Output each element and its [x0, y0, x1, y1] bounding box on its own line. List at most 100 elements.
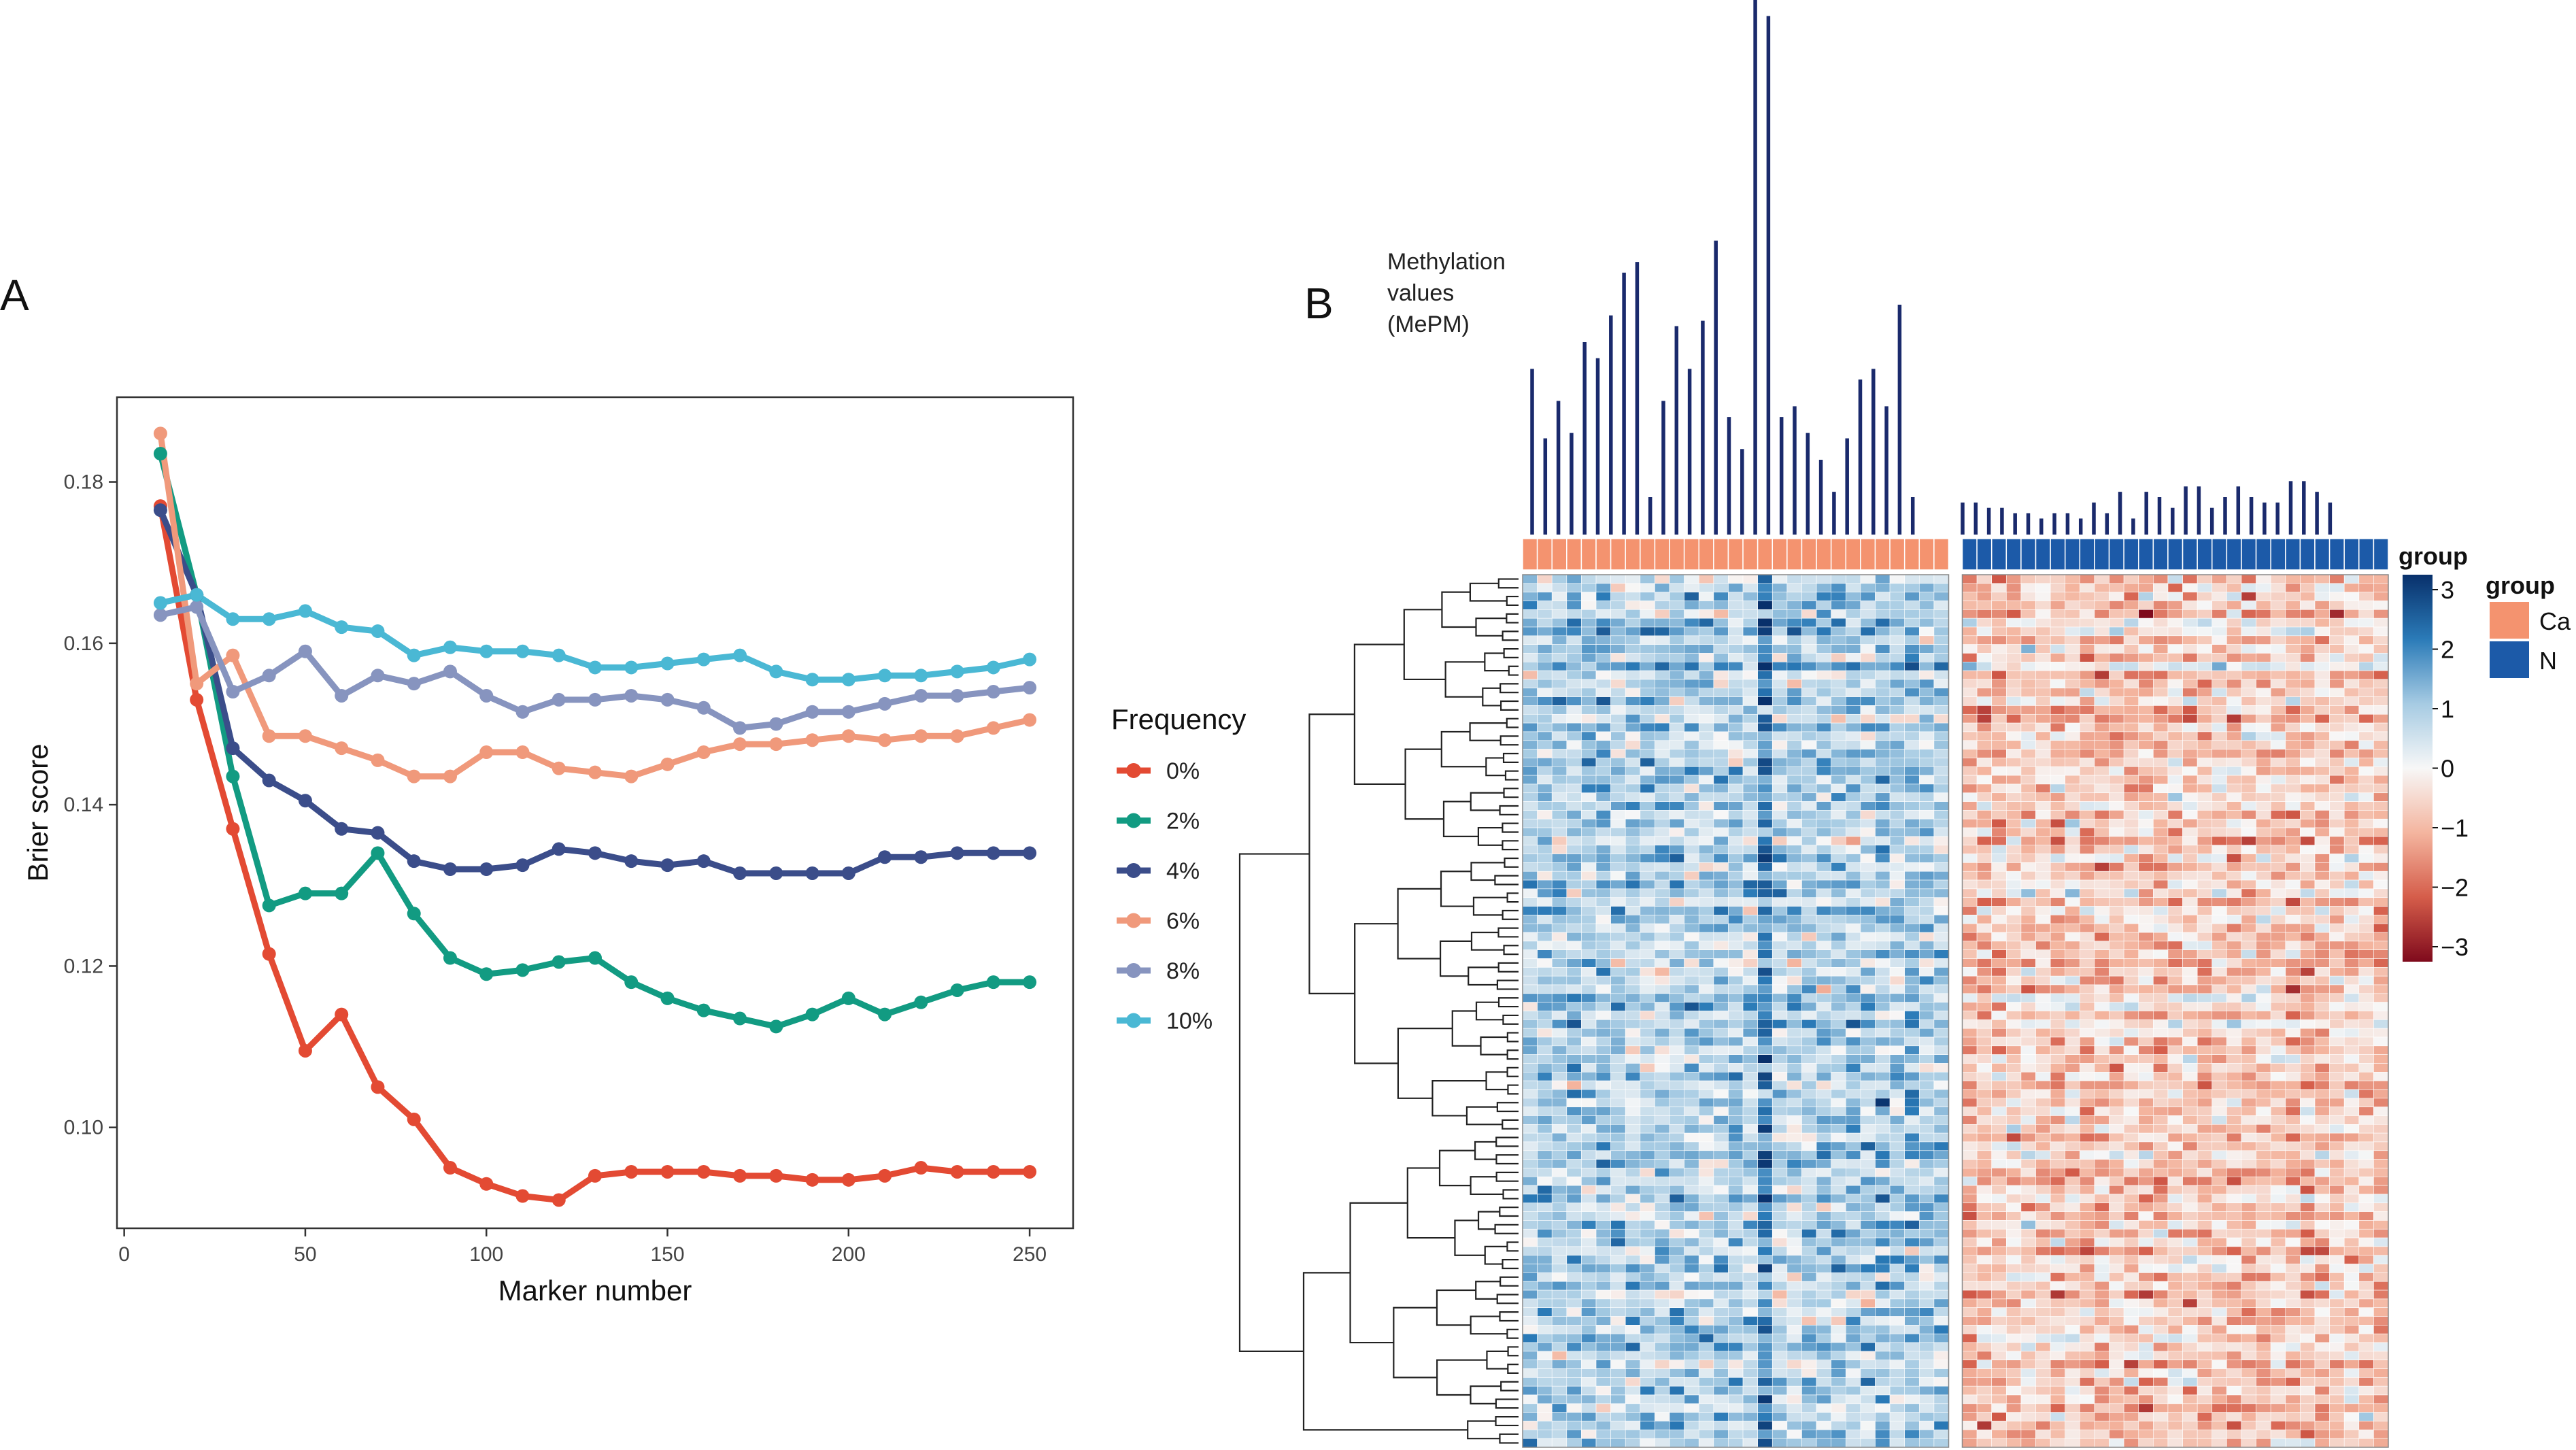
heatmap-cell — [2226, 1159, 2242, 1168]
heatmap-cell — [2256, 975, 2271, 985]
heatmap-cell — [2197, 1246, 2213, 1256]
heatmap-cell — [1991, 1080, 2007, 1090]
heatmap-cell — [2080, 1036, 2095, 1047]
heatmap-cell — [1698, 783, 1714, 794]
heatmap-cell — [2123, 1036, 2139, 1047]
heatmap-cell — [1831, 827, 1846, 837]
heatmap-cell — [1728, 1159, 1744, 1168]
heatmap-cell — [2182, 915, 2198, 924]
heatmap-cell — [1655, 1176, 1670, 1186]
dendrogram-branch — [1436, 1359, 1487, 1396]
heatmap-cell — [1831, 845, 1846, 854]
heatmap-cell — [2035, 670, 2051, 680]
heatmap-cell — [1889, 993, 1905, 1002]
heatmap-cell — [1551, 1211, 1567, 1221]
heatmap-cell — [2241, 827, 2256, 837]
heatmap-cell — [2256, 1072, 2271, 1081]
heatmap-cell — [2329, 1132, 2345, 1143]
heatmap-cell — [2167, 941, 2183, 950]
heatmap-cell — [2167, 775, 2183, 785]
heatmap-cell — [2006, 1202, 2022, 1212]
heatmap-cell — [1581, 1098, 1597, 1107]
heatmap-cell — [2182, 626, 2198, 637]
heatmap-cell — [2167, 696, 2183, 706]
heatmap-cell — [2314, 932, 2330, 942]
heatmap-cell — [2020, 949, 2036, 959]
heatmap-cell — [1537, 722, 1553, 732]
heatmap-cell — [1566, 792, 1582, 802]
data-point — [515, 1189, 530, 1203]
heatmap-cell — [2020, 854, 2036, 863]
heatmap-cell — [2211, 1168, 2227, 1177]
heatmap-cell — [2314, 845, 2330, 854]
heatmap-cell — [1816, 1202, 1831, 1212]
heatmap-cell — [1933, 1228, 1949, 1238]
heatmap-cell — [2329, 1098, 2345, 1107]
heatmap-cell — [2050, 635, 2066, 645]
group-strip-cell — [1595, 538, 1612, 571]
heatmap-cell — [2226, 897, 2242, 907]
heatmap-cell — [1640, 653, 1655, 662]
heatmap-cell — [2300, 783, 2316, 794]
heatmap-cell — [1933, 653, 1949, 662]
heatmap-cell — [2006, 574, 2022, 584]
heatmap-cell — [2226, 1228, 2242, 1238]
heatmap-cell — [1566, 644, 1582, 654]
heatmap-cell — [2373, 1011, 2389, 1020]
dendrogram-branch — [1495, 1398, 1519, 1409]
heatmap-cell — [1595, 618, 1611, 628]
heatmap-cell — [1786, 1228, 1802, 1238]
heatmap-cell — [1786, 705, 1802, 715]
data-point — [552, 1193, 566, 1207]
heatmap-cell — [1757, 1202, 1773, 1212]
heatmap-cell — [2123, 696, 2139, 706]
heatmap-cell — [1595, 1159, 1611, 1168]
group-strip-cell — [1654, 538, 1670, 571]
heatmap-cell — [1566, 801, 1582, 811]
heatmap-cell — [1918, 1150, 1935, 1160]
heatmap-cell — [2314, 661, 2330, 671]
heatmap-cell — [2358, 1098, 2374, 1107]
heatmap-cell — [2314, 854, 2330, 863]
heatmap-cell — [2358, 766, 2374, 776]
heatmap-cell — [2153, 958, 2169, 968]
heatmap-cell — [1918, 949, 1935, 959]
heatmap-cell — [1698, 626, 1714, 637]
heatmap-cell — [2123, 705, 2139, 715]
heatmap-cell — [1962, 854, 1978, 863]
heatmap-cell — [1801, 810, 1817, 820]
heatmap-cell — [1684, 836, 1699, 846]
heatmap-cell — [1962, 932, 1978, 942]
heatmap-cell — [1684, 879, 1699, 890]
heatmap-cell — [2035, 609, 2051, 619]
heatmap-cell — [1933, 1237, 1949, 1247]
heatmap-cell — [2211, 618, 2227, 628]
data-point — [226, 822, 240, 836]
heatmap-cell — [2256, 1089, 2271, 1099]
heatmap-cell — [2153, 818, 2169, 828]
heatmap-cell — [1742, 653, 1758, 662]
group-strip-cell — [1727, 538, 1744, 571]
heatmap-cell — [2300, 845, 2316, 854]
heatmap-cell — [1640, 862, 1655, 872]
heatmap-cell — [1860, 818, 1876, 828]
heatmap-cell — [2314, 1098, 2330, 1107]
dendrogram-branch — [1506, 1328, 1519, 1339]
heatmap-cell — [1772, 749, 1788, 758]
heatmap-cell — [1655, 888, 1670, 898]
heatmap-cell — [1757, 1132, 1773, 1143]
heatmap-cell — [2314, 653, 2330, 662]
heatmap-cell — [1962, 705, 1978, 715]
heatmap-cell — [2211, 801, 2227, 811]
heatmap-cell — [1918, 1168, 1935, 1177]
heatmap-cell — [2065, 696, 2080, 706]
heatmap-cell — [2035, 827, 2051, 837]
heatmap-cell — [1551, 915, 1567, 924]
heatmap-cell — [2343, 862, 2360, 872]
heatmap-cell — [1581, 1237, 1597, 1247]
heatmap-cell — [2020, 644, 2036, 654]
heatmap-cell — [2167, 915, 2183, 924]
heatmap-cell — [2123, 984, 2139, 994]
heatmap-cell — [1728, 731, 1744, 741]
heatmap-cell — [1655, 1185, 1670, 1195]
